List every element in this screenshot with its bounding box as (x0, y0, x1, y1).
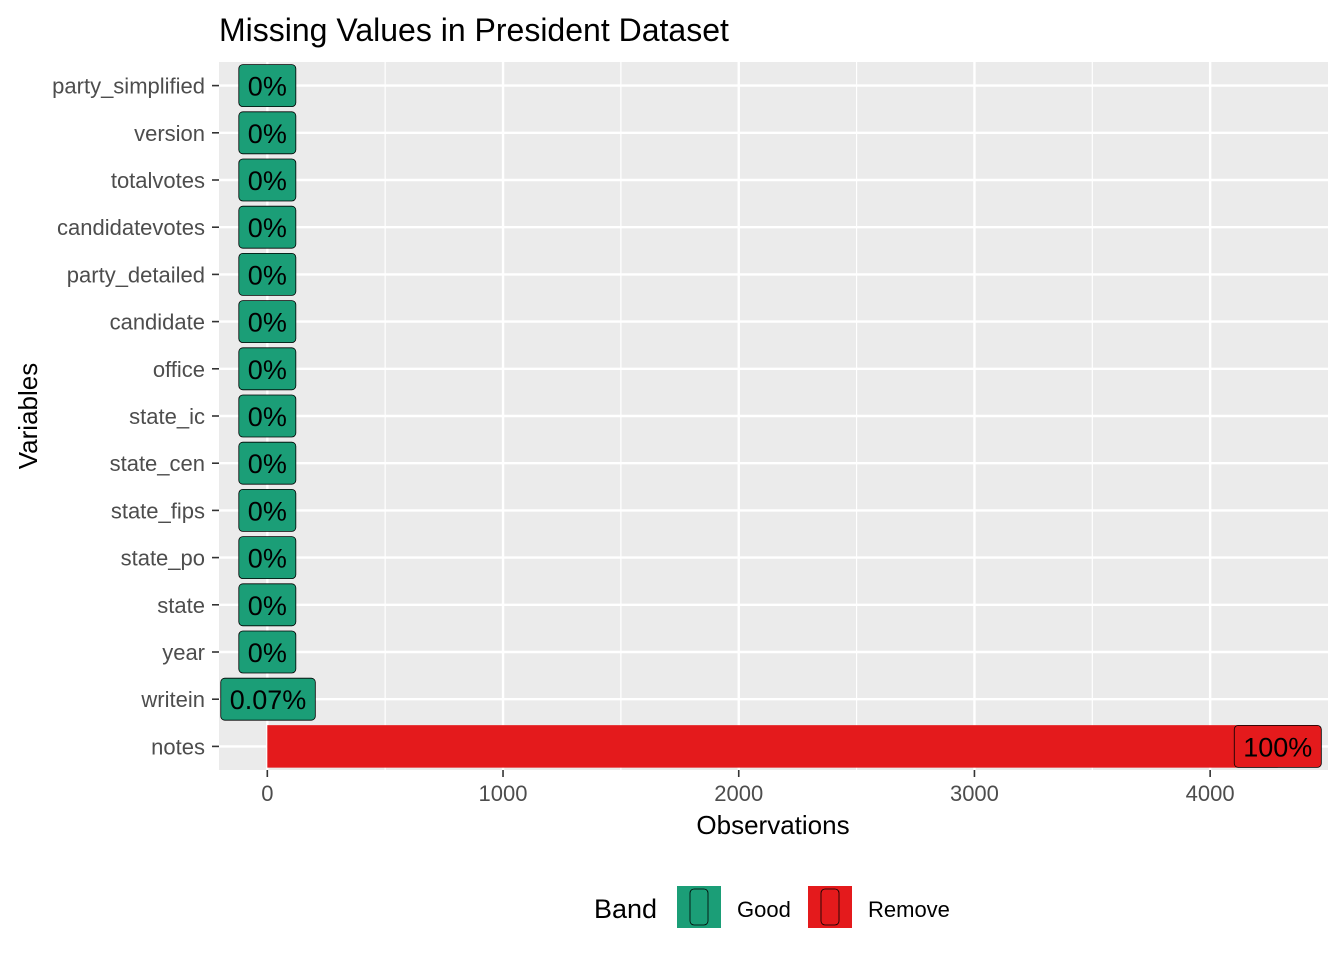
y-tick-label: state_fips (111, 498, 205, 523)
y-tick-label: party_detailed (67, 262, 205, 287)
bar-label-candidatevotes: 0% (238, 205, 297, 249)
y-tick-label: year (162, 640, 205, 665)
bar-label-office: 0% (238, 347, 297, 391)
bar-label-box (238, 111, 297, 155)
legend-key-symbol (689, 888, 709, 926)
bar-label-text: 0% (248, 166, 287, 196)
bar-label-state_cen: 0% (238, 441, 297, 485)
y-tick-label: state_ic (129, 404, 205, 429)
x-tick-label: 4000 (1186, 781, 1235, 806)
bar-label-party_detailed: 0% (238, 252, 297, 296)
bar-label-text: 0% (248, 544, 287, 574)
legend-item-good: Good (677, 886, 791, 928)
bar-label-text: 0% (248, 119, 287, 149)
chart-title: Missing Values in President Dataset (219, 12, 729, 48)
y-tick-label: state (157, 593, 205, 618)
bar-label-box (238, 252, 297, 296)
bar-label-notes: 100% (1233, 725, 1322, 768)
bar-label-box (238, 536, 297, 579)
bar-label-text: 0% (248, 449, 287, 479)
bar-label-state_ic: 0% (238, 394, 297, 438)
bar-label-text: 0.07% (230, 685, 307, 715)
bar-label-party_simplified: 0% (238, 64, 297, 107)
bar-label-text: 0% (248, 355, 287, 385)
bar-label-box (238, 583, 297, 627)
legend-key-symbol (820, 888, 840, 926)
bar-label-text: 0% (248, 308, 287, 338)
bar-label-box (238, 64, 297, 107)
bar-label-state: 0% (238, 583, 297, 627)
bars (267, 64, 1278, 768)
bar-label-text: 0% (248, 260, 287, 290)
grid-lines (219, 62, 1328, 770)
bar-label-text: 0% (248, 496, 287, 526)
legend: Band Good Remove (594, 886, 950, 928)
y-tick-label: state_cen (110, 451, 205, 476)
x-tick-label: 2000 (714, 781, 763, 806)
bar-label-box (238, 630, 297, 674)
legend-title: Band (594, 894, 657, 924)
y-tick-label: candidatevotes (57, 215, 205, 240)
bar-label-box (220, 677, 316, 721)
y-tick-label: writein (140, 687, 205, 712)
bar-label-box (238, 158, 297, 202)
bar-label-box (238, 300, 297, 344)
y-tick-label: totalvotes (111, 168, 205, 193)
y-tick-label: candidate (110, 310, 205, 335)
x-tick-label: 0 (261, 781, 273, 806)
bar-labels: 0% 0% 0% 0% 0% 0% 0% 0% 0% 0% 0% 0% 0% 0.07% 100% (220, 64, 1322, 768)
bar-label-state_po: 0% (238, 536, 297, 579)
bar-label-text: 0% (248, 213, 287, 243)
bar-label-box (1233, 725, 1322, 768)
bar-label-text: 0% (248, 72, 287, 102)
bar-label-year: 0% (238, 630, 297, 674)
legend-label: Remove (868, 897, 950, 922)
bar-label-box (238, 205, 297, 249)
bar-label-totalvotes: 0% (238, 158, 297, 202)
x-tick-label: 3000 (950, 781, 999, 806)
bar-label-text: 0% (248, 402, 287, 432)
bar-label-box (238, 347, 297, 391)
bar-label-state_fips: 0% (238, 488, 297, 532)
legend-label: Good (737, 897, 791, 922)
y-axis-title: Variables (13, 363, 43, 469)
y-tick-label: party_simplified (52, 74, 205, 99)
bar-label-text: 100% (1243, 732, 1312, 762)
y-tick-label: state_po (121, 546, 205, 571)
bar-notes (267, 725, 1278, 768)
bar-label-writein: 0.07% (220, 677, 316, 721)
bar-label-box (238, 488, 297, 532)
x-axis-title: Observations (696, 810, 849, 840)
bar-label-box (238, 394, 297, 438)
y-tick-label: version (134, 121, 205, 146)
bar-label-text: 0% (248, 591, 287, 621)
x-axis: 0 1000 2000 3000 4000 (261, 770, 1235, 806)
y-tick-label: office (153, 357, 205, 382)
x-tick-label: 1000 (479, 781, 528, 806)
bar-label-candidate: 0% (238, 300, 297, 344)
bar-label-text: 0% (248, 638, 287, 668)
bar-label-box (238, 441, 297, 485)
y-tick-label: notes (151, 734, 205, 759)
legend-item-remove: Remove (808, 886, 950, 928)
bar-label-version: 0% (238, 111, 297, 155)
